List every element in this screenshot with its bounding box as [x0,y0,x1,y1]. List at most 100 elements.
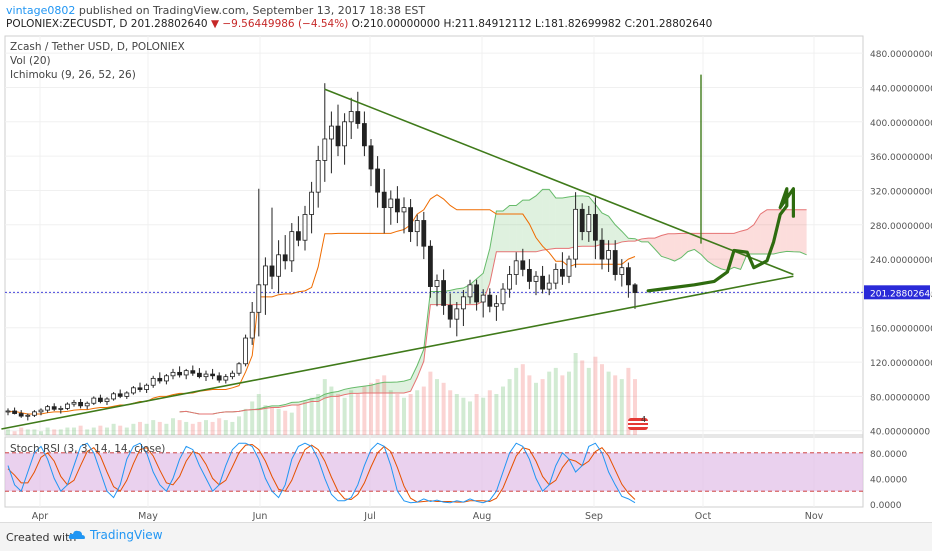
volume-bar [263,405,267,435]
price-tick-label: 280.00000000 [870,222,932,232]
candle-body [197,373,201,376]
time-tick-label: Aug [473,511,492,522]
candle-body [541,276,545,289]
volume-bar [230,422,234,435]
candle-body [389,199,393,208]
volume-bar [336,394,340,435]
volume-bar [316,394,320,435]
tradingview-brand[interactable]: TradingView [68,528,163,542]
candle-body [145,385,149,389]
volume-bar [250,401,254,435]
time-tick-label: Oct [695,511,712,522]
price-tick-label: 480.00000000 [870,50,932,60]
candle-body [6,411,10,412]
candle-body [270,266,274,276]
candle-body [560,269,564,276]
candle-body [587,214,591,231]
volume-bar [105,428,109,435]
candle-body [428,246,432,286]
candle-body [633,285,637,293]
cloud-segment [397,381,404,393]
volume-bar [574,353,578,435]
volume-bar [494,394,498,435]
price-tick-label: 40.00000000 [870,428,930,438]
candle-body [343,122,347,146]
candle-body [277,255,281,276]
candle-body [125,393,129,396]
candle-body [349,112,353,122]
cloud-segment [516,200,523,252]
candle-body [613,251,617,275]
candle-body [475,285,479,302]
cloud-segment [503,205,510,251]
volume-bar [547,372,551,435]
volume-bar [554,368,558,435]
candle-body [112,394,116,399]
candle-body [514,261,518,275]
candle-body [442,281,446,306]
cloud-segment [549,189,556,249]
volume-bar [171,418,175,435]
candle-body [151,378,155,385]
candle-body [580,209,584,231]
volume-bar [534,383,538,435]
cloud-segment [708,233,715,265]
cloud-segment [529,196,536,252]
candle-body [72,402,76,404]
volume-bar [527,375,531,435]
candle-body [567,259,571,276]
price-tick-label: 320.00000000 [870,187,932,197]
price-tick-label: 400.00000000 [870,119,932,129]
volume-bar [98,426,102,435]
volume-bar [468,401,472,435]
volume-bar [217,418,221,435]
candle-body [521,261,525,270]
candle-body [316,160,320,192]
candle-body [283,255,287,261]
cloud-segment [602,213,609,244]
candle-body [32,412,36,415]
volume-bar [191,424,195,435]
candle-body [356,112,360,124]
volume-bar [521,364,525,435]
flag-count: 4 [641,415,646,424]
volume-bar [131,424,135,435]
candle-body [376,169,380,192]
volume-bar [270,407,274,435]
volume-bar [310,398,314,435]
volume-bar [197,422,201,435]
volume-bar [395,394,399,435]
price-tick-label: 440.00000000 [870,84,932,94]
cloud-segment [688,233,695,251]
volume-bar [613,375,617,435]
volume-bar [296,405,300,435]
volume-bar [244,409,248,435]
price-chart[interactable]: 480.00000000440.00000000400.00000000360.… [0,0,932,522]
candle-body [534,276,538,281]
brand-label: TradingView [90,528,163,542]
volume-bar [560,375,564,435]
cloud-segment [661,234,668,259]
candle-body [508,275,512,290]
volume-bar [541,379,545,435]
candle-body [39,410,43,412]
time-tick-label: Jul [363,511,375,522]
candle-body [382,192,386,207]
candle-body [92,398,96,403]
volume-bar [277,409,281,435]
volume-bar [13,431,17,435]
cloud-segment [675,233,682,261]
volume-bar [442,383,446,435]
volume-bar [422,387,426,435]
cloud-segment [430,291,437,304]
volume-bar [369,383,373,435]
candle-body [488,295,492,306]
volume-bar [600,364,604,435]
candle-body [164,376,168,381]
candle-body [290,232,294,261]
legend-stoch: Stoch RSI (3, 3, 14, 14, close) [10,443,165,455]
candle-body [448,305,452,319]
volume-bar [211,422,215,435]
candle-body [310,192,314,214]
candle-body [435,281,439,287]
